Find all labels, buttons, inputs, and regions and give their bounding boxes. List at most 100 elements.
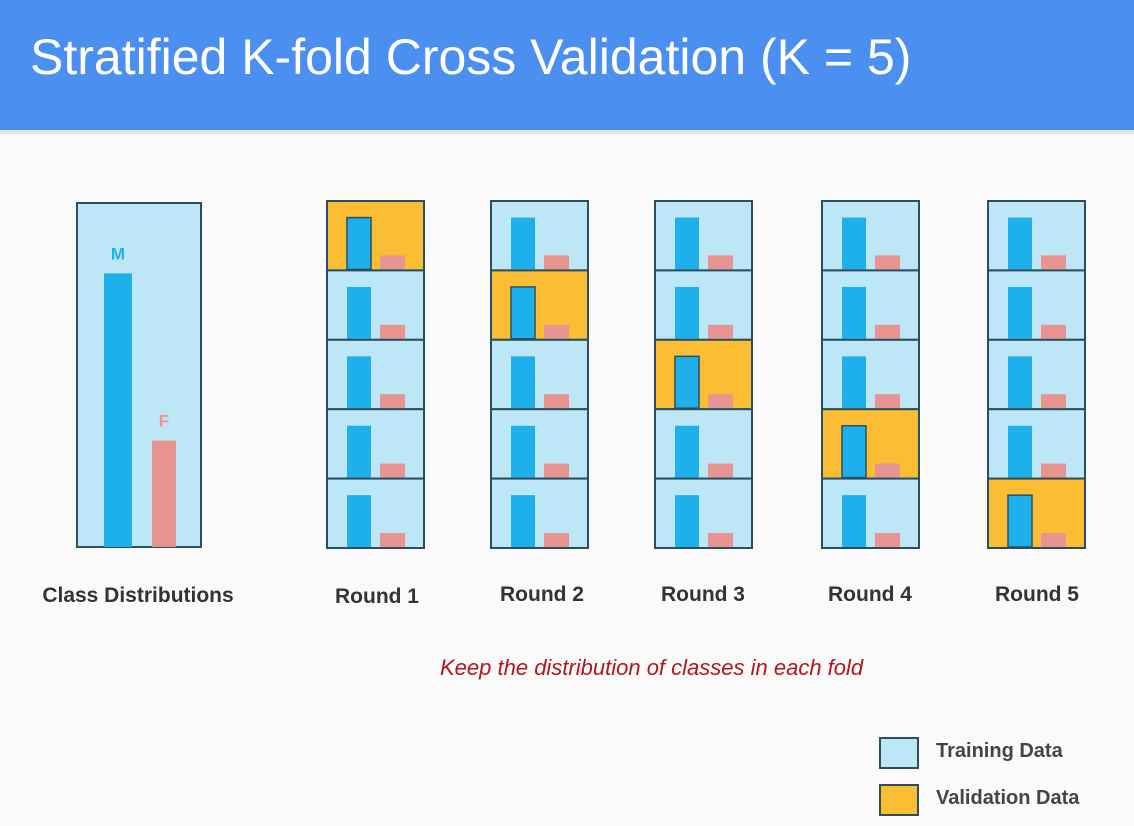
legend-training-swatch	[879, 737, 919, 769]
fold-cell	[490, 269, 589, 341]
fold-f-bar	[380, 255, 405, 270]
validation-fold	[987, 477, 1086, 550]
fold-m-bar	[511, 356, 535, 409]
training-fold	[987, 200, 1086, 272]
fold-f-bar	[875, 533, 900, 547]
legend-validation-swatch	[879, 784, 919, 816]
fold-cell	[654, 408, 753, 480]
fold-m-bar	[346, 216, 372, 271]
training-fold	[490, 200, 589, 272]
fold-cell	[490, 338, 589, 411]
fold-m-bar	[675, 286, 699, 339]
fold-cell	[326, 408, 425, 480]
fold-f-bar	[1041, 324, 1066, 339]
distribution-frame	[76, 202, 202, 548]
fold-f-bar	[708, 255, 733, 270]
round-1-caption: Round 1	[335, 585, 419, 608]
training-fold	[821, 269, 920, 341]
fold-f-bar	[380, 463, 405, 478]
training-fold	[490, 408, 589, 480]
training-fold	[987, 269, 1086, 341]
fold-m-bar	[675, 425, 699, 478]
legend-training-label: Training Data	[936, 740, 1063, 762]
training-fold	[987, 408, 1086, 480]
fold-m-bar	[841, 425, 867, 479]
fold-cell	[490, 408, 589, 480]
round-2-caption: Round 2	[500, 583, 584, 606]
fold-cell	[326, 200, 425, 272]
header-bar: Stratified K-fold Cross Validation (K = …	[0, 0, 1134, 134]
fold-m-bar	[842, 217, 866, 270]
training-fold	[654, 200, 753, 272]
training-fold	[654, 269, 753, 341]
fold-m-bar	[347, 495, 371, 547]
round-5-column	[987, 200, 1086, 550]
fold-m-bar	[511, 495, 535, 547]
fold-cell	[654, 269, 753, 341]
fold-cell	[821, 408, 920, 480]
fold-cell	[987, 338, 1086, 411]
fold-f-bar	[875, 255, 900, 270]
fold-cell	[490, 477, 589, 550]
fold-m-bar	[347, 356, 371, 409]
fold-m-bar	[1008, 356, 1032, 409]
training-fold	[987, 338, 1086, 411]
fold-f-bar	[875, 463, 900, 478]
fold-m-bar	[675, 495, 699, 547]
fold-m-bar	[1008, 217, 1032, 270]
fold-f-bar	[708, 324, 733, 339]
rounds-group	[326, 200, 1086, 550]
training-fold	[326, 269, 425, 341]
fold-cell	[326, 338, 425, 411]
training-fold	[821, 200, 920, 272]
fold-m-bar	[842, 356, 866, 409]
fold-cell	[821, 338, 920, 411]
training-fold	[654, 477, 753, 550]
class-f-bar	[152, 440, 176, 547]
fold-f-bar	[708, 533, 733, 547]
fold-f-bar	[708, 463, 733, 478]
training-fold	[821, 338, 920, 411]
fold-f-bar	[380, 533, 405, 547]
fold-cell	[821, 269, 920, 341]
fold-f-bar	[1041, 463, 1066, 478]
training-fold	[490, 477, 589, 550]
fold-f-bar	[875, 324, 900, 339]
fold-m-bar	[1007, 494, 1033, 548]
training-fold	[326, 408, 425, 480]
fold-f-bar	[544, 324, 569, 339]
fold-cell	[654, 338, 753, 411]
fold-f-bar	[1041, 533, 1066, 547]
fold-f-bar	[544, 394, 569, 409]
fold-cell	[987, 200, 1086, 272]
fold-m-bar	[842, 286, 866, 339]
fold-cell	[987, 477, 1086, 550]
fold-cell	[987, 269, 1086, 341]
fold-cell	[490, 200, 589, 272]
fold-m-bar	[510, 286, 536, 340]
fold-m-bar	[511, 217, 535, 270]
validation-fold	[654, 338, 753, 411]
validation-fold	[821, 408, 920, 480]
fold-cell	[987, 408, 1086, 480]
class-m-label: M	[111, 244, 125, 263]
round-4-column	[821, 200, 920, 550]
page-title: Stratified K-fold Cross Validation (K = …	[30, 29, 912, 85]
round-3-caption: Round 3	[661, 583, 745, 606]
training-fold	[326, 477, 425, 550]
fold-m-bar	[347, 425, 371, 478]
class-distribution-box: MF	[76, 202, 202, 548]
fold-m-bar	[347, 286, 371, 339]
class-distributions-caption: Class Distributions	[42, 584, 234, 607]
fold-m-bar	[1008, 425, 1032, 478]
fold-f-bar	[1041, 394, 1066, 409]
validation-fold	[326, 200, 425, 272]
fold-f-bar	[544, 533, 569, 547]
fold-f-bar	[380, 324, 405, 339]
training-fold	[326, 338, 425, 411]
validation-fold	[490, 269, 589, 341]
training-fold	[654, 408, 753, 480]
legend-validation-label: Validation Data	[936, 787, 1080, 809]
round-2-column	[490, 200, 589, 550]
